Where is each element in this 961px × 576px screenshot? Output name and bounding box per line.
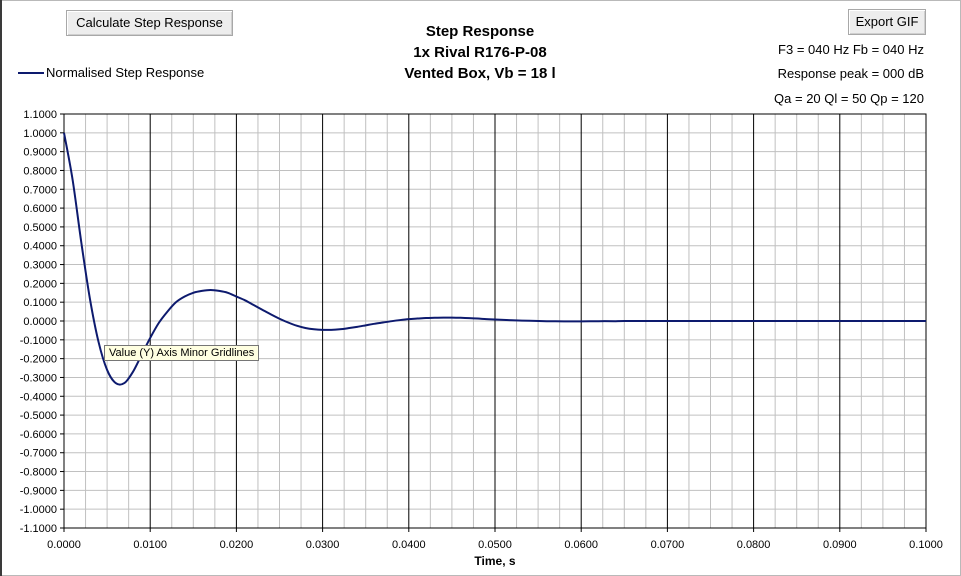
legend-series-swatch [18, 71, 44, 74]
window-edge [0, 0, 2, 576]
y-tick-label: 0.6000 [23, 203, 57, 215]
y-tick-label: 0.2000 [23, 278, 57, 290]
chart-title: Step Response 1x Rival R176-P-08 Vented … [330, 21, 630, 84]
x-axis-tick-labels: 0.0000 0.0100 0.0200 0.0300 0.0400 0.0500 0.06… [47, 528, 943, 551]
y-tick-label: 0.8000 [23, 165, 57, 177]
x-tick-label: 0.0700 [651, 539, 685, 551]
series-line-normalised-step-response[interactable] [63, 132, 926, 386]
x-tick-label: 0.0500 [478, 539, 512, 551]
y-tick-label: -0.4000 [20, 391, 57, 403]
x-tick-label: 0.0000 [47, 539, 81, 551]
y-tick-label: 0.4000 [23, 241, 57, 253]
y-tick-label: -0.1000 [20, 335, 57, 347]
y-tick-label: -0.7000 [20, 448, 57, 460]
y-tick-label: 0.0000 [23, 316, 57, 328]
x-axis-title: Time, s [474, 554, 515, 568]
y-tick-label: 0.5000 [23, 222, 57, 234]
legend-series-label: Normalised Step Response [46, 65, 205, 80]
chart-legend[interactable]: Normalised Step Response [18, 65, 204, 80]
y-tick-label: -0.5000 [20, 410, 57, 422]
x-tick-label: 0.0300 [306, 539, 340, 551]
f3-fb-readout: F3 = 040 Hz Fb = 040 Hz [778, 42, 924, 57]
response-peak-readout: Response peak = 000 dB [777, 66, 924, 81]
y-tick-label: 0.3000 [23, 260, 57, 272]
x-tick-label: 0.0600 [564, 539, 598, 551]
x-tick-label: 0.0800 [737, 539, 771, 551]
title-line-3: Vented Box, Vb = 18 l [404, 65, 556, 82]
gridline-tooltip: Value (Y) Axis Minor Gridlines [104, 345, 260, 361]
y-tick-label: -0.9000 [20, 485, 57, 497]
x-tick-label: 0.0100 [133, 539, 167, 551]
y-tick-label: -0.8000 [20, 467, 57, 479]
x-tick-label: 0.0400 [392, 539, 426, 551]
y-tick-label: 0.7000 [23, 184, 57, 196]
y-tick-label: -1.1000 [20, 523, 57, 535]
y-tick-label: -1.0000 [20, 504, 57, 516]
y-tick-label: -0.2000 [20, 354, 57, 366]
y-tick-label: -0.6000 [20, 429, 57, 441]
y-tick-label: -0.3000 [20, 372, 57, 384]
y-tick-label: 0.1000 [23, 297, 57, 309]
y-axis-tick-labels: 1.1000 1.0000 0.9000 0.8000 0.7000 0.6000 0.50… [20, 109, 64, 535]
x-tick-label: 0.1000 [909, 539, 943, 551]
y-tick-label: 1.1000 [23, 109, 57, 121]
calculate-step-response-button[interactable]: Calculate Step Response [66, 10, 233, 36]
title-line-2: 1x Rival R176-P-08 [413, 44, 547, 61]
x-tick-label: 0.0900 [823, 539, 857, 551]
x-tick-label: 0.0200 [220, 539, 254, 551]
y-tick-label: 1.0000 [23, 128, 57, 140]
y-tick-label: 0.9000 [23, 147, 57, 159]
title-line-1: Step Response [425, 23, 535, 40]
export-gif-button[interactable]: Export GIF [848, 9, 926, 35]
q-values-readout: Qa = 20 Ql = 50 Qp = 120 [774, 91, 924, 106]
